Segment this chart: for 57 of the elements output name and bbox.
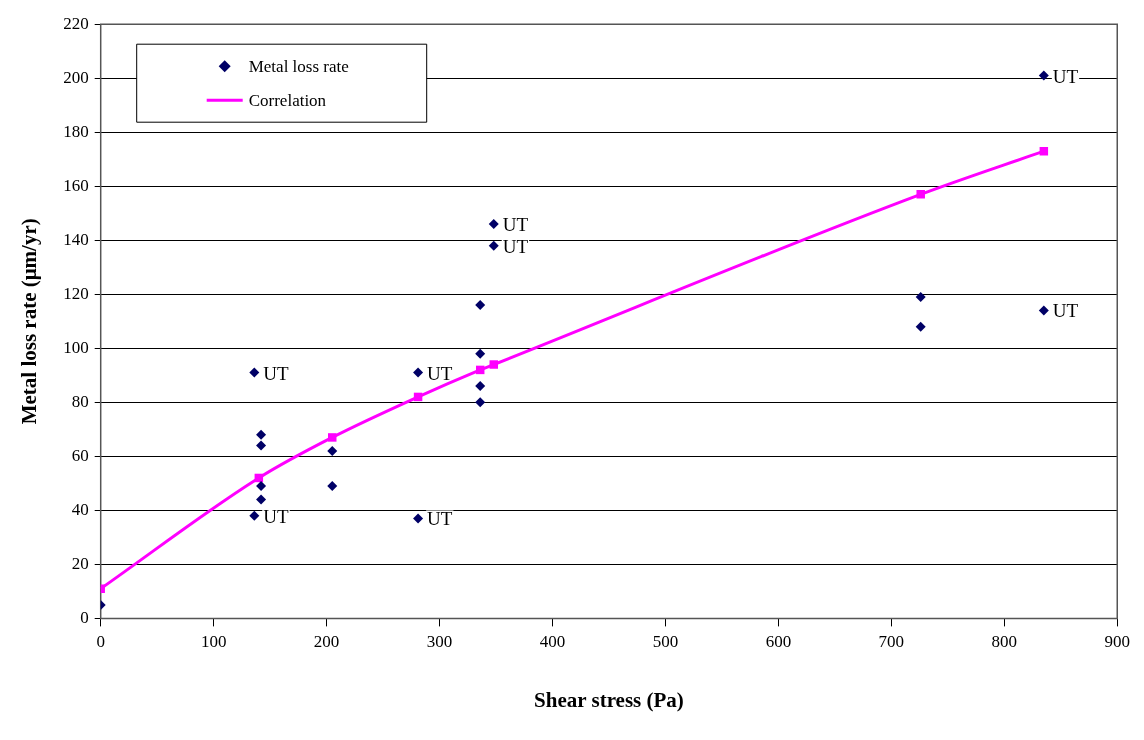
point bbox=[1038, 305, 1049, 316]
point bbox=[475, 300, 486, 311]
annotation: UT bbox=[427, 508, 453, 530]
point bbox=[475, 348, 486, 359]
annotation: UT bbox=[427, 362, 453, 384]
y-tick-label: 120 bbox=[63, 283, 89, 303]
annotation: UT bbox=[263, 362, 290, 384]
point bbox=[488, 240, 499, 251]
y-tick-label: 20 bbox=[71, 553, 89, 573]
y-tick-label: 180 bbox=[63, 121, 89, 141]
point bbox=[488, 219, 499, 230]
point bbox=[413, 367, 424, 378]
y-tick-label: 160 bbox=[63, 175, 89, 195]
x-tick-label: 100 bbox=[200, 632, 227, 652]
y-tick-label: 80 bbox=[71, 391, 89, 411]
y-tick-label: 60 bbox=[71, 445, 89, 465]
x-tick-label: 600 bbox=[765, 632, 792, 652]
y-tick-label: 200 bbox=[63, 67, 89, 87]
y-tick-label: 220 bbox=[63, 13, 89, 33]
point bbox=[915, 291, 926, 302]
point bbox=[915, 321, 926, 332]
annotation: UT bbox=[263, 505, 290, 527]
y-axis-title: Metal loss rate (μm/yr) bbox=[17, 218, 42, 425]
x-tick-label: 700 bbox=[878, 632, 905, 652]
y-tick-label: 140 bbox=[63, 229, 89, 249]
annotation: UT bbox=[502, 214, 529, 236]
x-tick-label: 900 bbox=[1104, 632, 1130, 652]
point bbox=[475, 381, 486, 392]
x-tick-label: 400 bbox=[539, 632, 566, 652]
point bbox=[256, 481, 267, 492]
point bbox=[1038, 70, 1049, 81]
point bbox=[328, 433, 337, 442]
x-tick-label: 200 bbox=[313, 632, 340, 652]
x-tick-label: 0 bbox=[96, 632, 105, 652]
x-tick-label: 300 bbox=[426, 632, 453, 652]
legend-label: Correlation bbox=[248, 90, 327, 110]
point bbox=[256, 440, 267, 451]
x-tick-label: 500 bbox=[652, 632, 679, 652]
point bbox=[413, 513, 424, 524]
point bbox=[256, 494, 267, 505]
point bbox=[475, 397, 486, 408]
point bbox=[489, 360, 499, 369]
legend-label: Metal loss rate bbox=[248, 56, 349, 76]
y-tick-label: 100 bbox=[63, 337, 89, 357]
annotation: UT bbox=[1052, 65, 1079, 87]
point bbox=[249, 367, 260, 378]
annotation: UT bbox=[502, 235, 529, 257]
y-tick-label: 40 bbox=[71, 499, 89, 519]
y-tick-label: 0 bbox=[80, 607, 89, 627]
point bbox=[916, 190, 925, 199]
point bbox=[327, 445, 338, 456]
point bbox=[249, 510, 260, 521]
point bbox=[327, 481, 338, 492]
x-tick-label: 800 bbox=[991, 632, 1018, 652]
x-axis-title: Shear stress (Pa) bbox=[534, 687, 684, 712]
point bbox=[256, 429, 267, 440]
annotation: UT bbox=[1052, 300, 1079, 322]
